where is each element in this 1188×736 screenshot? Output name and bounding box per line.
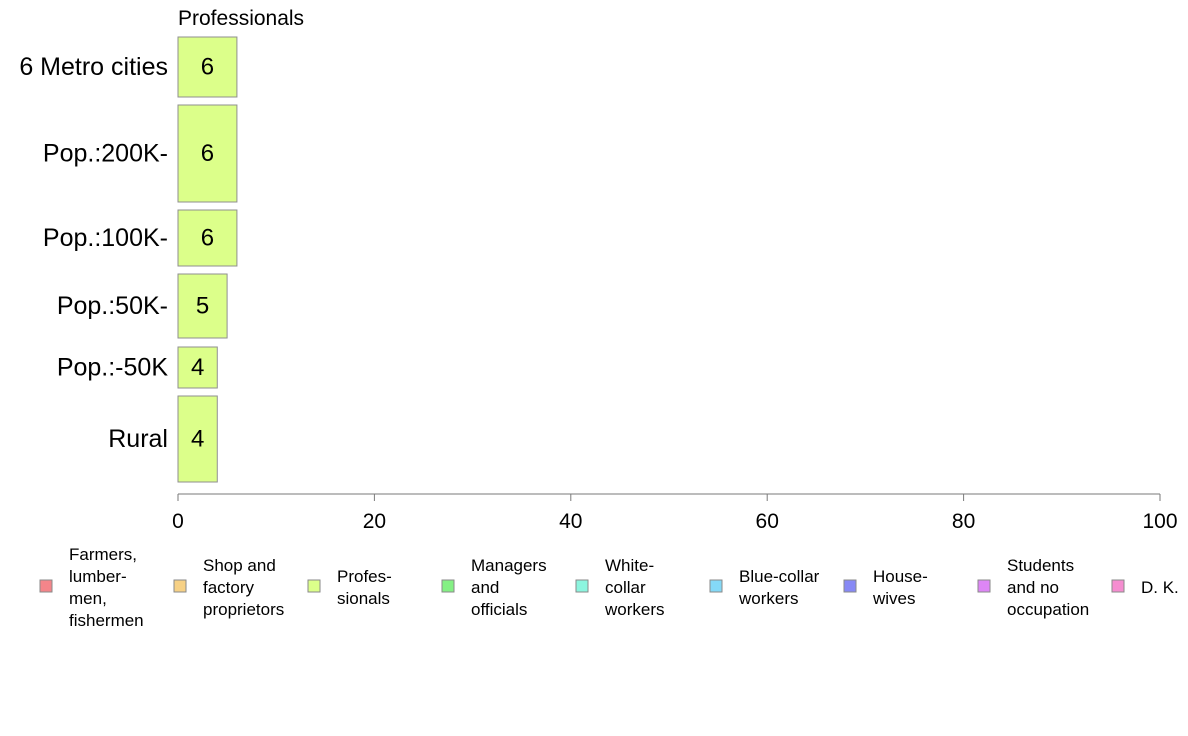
bar-4 — [177, 346, 218, 389]
legend-label-5-line-0: Blue-collar — [739, 567, 820, 586]
legend-label-3: Managers and officials — [471, 556, 547, 619]
x-tick-label-5: 100 — [1142, 510, 1177, 533]
legend-label-5: Blue-collar workers — [738, 567, 820, 608]
legend-label-4-line-2: workers — [604, 600, 665, 619]
legend-label-3-line-1: and — [471, 578, 499, 597]
legend-label-2-line-1: sionals — [337, 589, 390, 608]
legend-label-0-line-2: men, — [69, 589, 107, 608]
legend-label-8: D. K. — [1141, 578, 1179, 597]
category-label-5: Rural — [108, 425, 168, 453]
legend-swatch-8 — [1111, 579, 1125, 593]
legend-label-6-line-1: wives — [872, 589, 916, 608]
legend-label-1-line-0: Shop and — [203, 556, 276, 575]
bar-5 — [177, 395, 218, 483]
legend-label-1-line-1: factory — [203, 578, 255, 597]
data-label-3: 5 — [196, 293, 209, 320]
legend-label-3-line-2: officials — [471, 600, 527, 619]
legend-swatch-6 — [843, 579, 857, 593]
legend-label-4-line-1: collar — [605, 578, 646, 597]
bar-0 — [177, 36, 238, 98]
legend-label-0-line-1: lumber- — [69, 567, 127, 586]
category-label-1: Pop.:200K- — [43, 140, 168, 168]
legend-label-0: Farmers, lumber-men, fishermen — [69, 545, 144, 630]
legend-swatch-7 — [977, 579, 991, 593]
legend-label-3-line-0: Managers — [471, 556, 547, 575]
legend-label-7: Students and no occupation — [1007, 556, 1089, 619]
legend-label-4-line-0: White- — [605, 556, 654, 575]
legend-label-2-line-0: Profes- — [337, 567, 392, 586]
x-tick-label-2: 40 — [559, 510, 582, 533]
legend-label-0-line-0: Farmers, — [69, 545, 137, 564]
legend-label-1-line-2: proprietors — [203, 600, 284, 619]
legend-swatch-4 — [575, 579, 589, 593]
legend-label-7-line-0: Students — [1007, 556, 1074, 575]
bar-2 — [177, 209, 238, 267]
data-label-5: 4 — [191, 426, 204, 453]
legend-label-7-line-1: and no — [1007, 578, 1059, 597]
data-label-0: 6 — [201, 54, 214, 81]
category-label-0: 6 Metro cities — [19, 53, 168, 81]
legend-label-5-line-1: workers — [738, 589, 799, 608]
legend-label-6: House-wives — [872, 567, 928, 608]
legend-label-8-line-0: D. K. — [1141, 578, 1179, 597]
category-label-2: Pop.:100K- — [43, 224, 168, 252]
data-label-1: 6 — [201, 140, 214, 167]
legend-swatch-3 — [441, 579, 455, 593]
panel-title: Professionals — [178, 7, 304, 30]
legend-label-6-line-0: House- — [873, 567, 928, 586]
legend-label-2: Profes-sionals — [337, 567, 392, 608]
data-label-2: 6 — [201, 225, 214, 252]
category-label-4: Pop.:-50K — [57, 354, 169, 382]
x-tick-label-1: 20 — [363, 510, 386, 533]
legend-swatch-1 — [173, 579, 187, 593]
legend-label-0-line-3: fishermen — [69, 611, 144, 630]
x-tick-label-3: 60 — [756, 510, 779, 533]
legend-label-4: White-collar workers — [604, 556, 665, 619]
x-tick-label-4: 80 — [952, 510, 975, 533]
bar-3 — [177, 273, 228, 339]
bar-1 — [177, 104, 238, 203]
legend-label-7-line-2: occupation — [1007, 600, 1089, 619]
category-label-3: Pop.:50K- — [57, 292, 168, 320]
legend-label-1: Shop and factory proprietors — [203, 556, 284, 619]
data-label-4: 4 — [191, 354, 204, 381]
legend-swatch-2 — [307, 579, 321, 593]
x-tick-label-0: 0 — [172, 510, 184, 533]
legend-swatch-5 — [709, 579, 723, 593]
legend-swatch-0 — [39, 579, 53, 593]
